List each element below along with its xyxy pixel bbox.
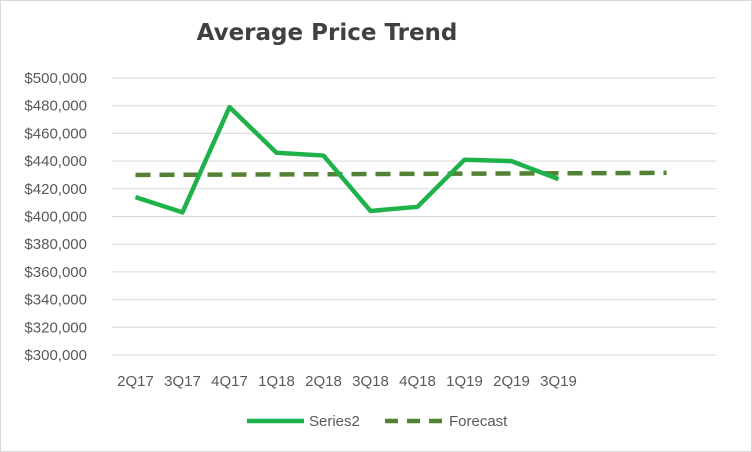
legend-label-series2: Series2 xyxy=(309,413,360,430)
y-axis-ticks: $300,000 $320,000 $340,000 $360,000 $380,000… xyxy=(24,70,87,364)
gridlines xyxy=(112,77,716,356)
y-tick-label: $340,000 xyxy=(24,292,87,309)
x-tick-label: 3Q19 xyxy=(540,373,577,390)
y-tick-label: $360,000 xyxy=(24,264,87,281)
x-tick-label: 1Q19 xyxy=(446,373,483,390)
x-tick-label: 3Q18 xyxy=(352,373,389,390)
x-tick-label: 3Q17 xyxy=(164,373,201,390)
x-tick-label: 2Q17 xyxy=(117,373,154,390)
y-tick-label: $400,000 xyxy=(24,209,87,226)
x-tick-label: 2Q18 xyxy=(305,373,342,390)
y-tick-label: $420,000 xyxy=(24,181,87,198)
y-tick-label: $440,000 xyxy=(24,153,87,170)
y-tick-label: $320,000 xyxy=(24,319,87,336)
x-tick-label: 1Q18 xyxy=(258,373,295,390)
x-tick-label: 4Q18 xyxy=(399,373,436,390)
x-tick-label: 4Q17 xyxy=(211,373,248,390)
series-series2-line xyxy=(134,104,560,215)
series-layer xyxy=(134,104,667,215)
y-tick-label: $460,000 xyxy=(24,125,87,142)
x-tick-label: 2Q19 xyxy=(493,373,530,390)
y-tick-label: $480,000 xyxy=(24,98,87,115)
legend-label-forecast: Forecast xyxy=(449,413,508,430)
legend: Series2 Forecast xyxy=(247,413,508,430)
chart-title: Average Price Trend xyxy=(196,20,458,46)
y-tick-label: $300,000 xyxy=(24,347,87,364)
y-tick-label: $500,000 xyxy=(24,70,87,87)
series-forecast-line xyxy=(135,170,667,178)
x-axis-ticks: 2Q17 3Q17 4Q17 1Q18 2Q18 3Q18 4Q18 1Q19 2Q19 3Q19 xyxy=(117,373,577,390)
y-tick-label: $380,000 xyxy=(24,236,87,253)
